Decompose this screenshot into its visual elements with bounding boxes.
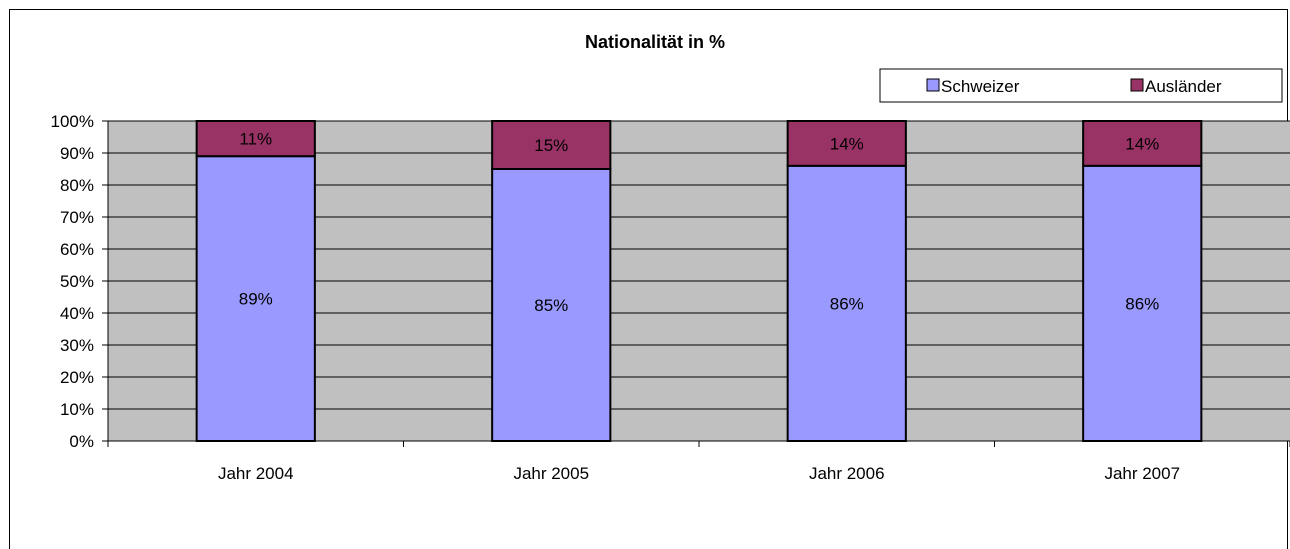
data-label: 89% [239,290,273,309]
data-label: 85% [534,296,568,315]
bar-auslnder-1 [195,120,316,158]
bar-schweizer-3 [786,164,907,443]
legend-swatch-auslaender [1130,78,1144,92]
bar-auslnder-3 [786,120,907,167]
x-category-label: Jahr 2005 [513,464,589,483]
y-tick-label: 100% [51,112,94,131]
data-label: 86% [830,294,864,313]
y-tick-label: 80% [60,176,94,195]
legend-label-schweizer: Schweizer [941,77,1020,96]
x-category-label: Jahr 2007 [1104,464,1180,483]
bar-schweizer-1 [195,155,316,442]
legend-label-auslaender: Ausländer [1145,77,1222,96]
y-tick-label: 30% [60,336,94,355]
plot-area: 0% 10% 20% 30% 40% 50% 60% 70% 80% 90% 100% 89% 11% J… [51,112,1290,483]
x-category-label: Jahr 2006 [809,464,885,483]
bar-auslnder-2 [491,120,612,170]
data-label: 14% [1125,134,1159,153]
y-tick-label: 70% [60,208,94,227]
bar-schweizer-2 [491,168,612,442]
chart-title: Nationalität in % [585,32,725,52]
data-label: 86% [1125,294,1159,313]
data-label: 14% [830,134,864,153]
y-tick-label: 10% [60,400,94,419]
y-tick-label: 50% [60,272,94,291]
data-label: 11% [239,130,272,149]
legend-box [879,68,1283,103]
y-tick-label: 20% [60,368,94,387]
y-tick-label: 40% [60,304,94,323]
legend: Schweizer Ausländer [879,68,1283,103]
data-label: 15% [534,136,568,155]
x-category-label: Jahr 2004 [218,464,294,483]
legend-swatch-schweizer [926,78,940,92]
bar-auslnder-4 [1082,120,1203,167]
y-tick-label: 90% [60,144,94,163]
y-tick-label: 0% [69,432,94,451]
y-tick-label: 60% [60,240,94,259]
